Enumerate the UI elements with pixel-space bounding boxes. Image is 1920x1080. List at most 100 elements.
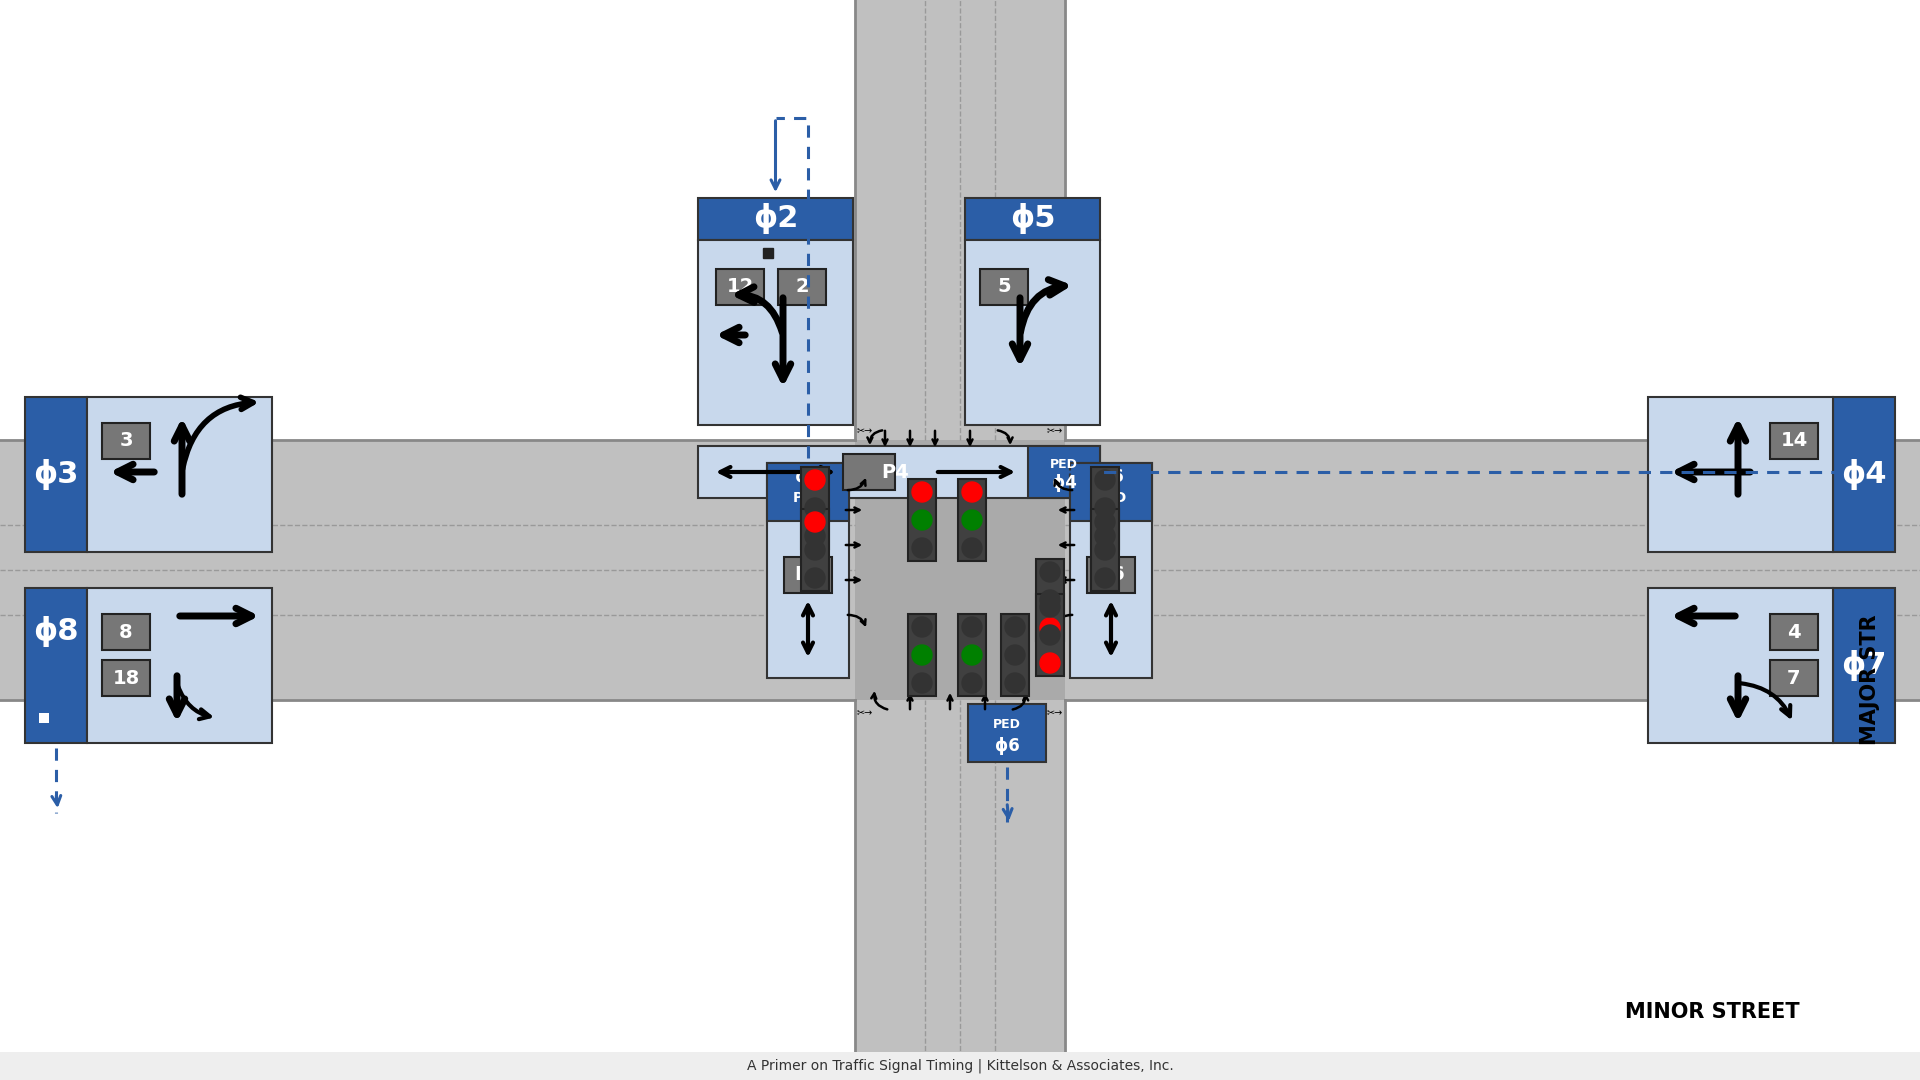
Text: ϕ2: ϕ2: [753, 203, 799, 234]
Circle shape: [804, 568, 826, 588]
Bar: [1647, 588, 1834, 743]
Bar: [86, 588, 273, 743]
Bar: [0, 0, 854, 440]
Circle shape: [962, 617, 981, 637]
Circle shape: [962, 645, 981, 665]
Text: 3: 3: [119, 432, 132, 450]
Bar: [86, 397, 273, 552]
Circle shape: [1041, 562, 1060, 582]
Circle shape: [804, 540, 826, 561]
Text: 7: 7: [1788, 669, 1801, 688]
Bar: [762, 248, 774, 258]
Text: ϕ3: ϕ3: [33, 459, 79, 490]
Circle shape: [1041, 597, 1060, 617]
Bar: [102, 660, 150, 696]
Text: 2: 2: [795, 278, 808, 297]
Bar: [766, 463, 849, 521]
Text: A Primer on Traffic Signal Timing | Kittelson & Associates, Inc.: A Primer on Traffic Signal Timing | Kitt…: [747, 1058, 1173, 1074]
Bar: [766, 463, 849, 678]
Bar: [25, 397, 86, 552]
Circle shape: [1094, 526, 1116, 546]
Text: PED: PED: [1050, 458, 1077, 471]
Text: ϕ6: ϕ6: [995, 737, 1020, 755]
Text: 8: 8: [119, 622, 132, 642]
Circle shape: [1094, 470, 1116, 490]
Bar: [801, 509, 829, 591]
Bar: [1087, 557, 1135, 593]
Text: ϕ7: ϕ7: [1841, 650, 1887, 681]
Text: 4: 4: [1788, 622, 1801, 642]
Bar: [0, 440, 1920, 700]
Circle shape: [804, 470, 826, 490]
Bar: [958, 480, 987, 561]
Text: ϕ4: ϕ4: [1841, 459, 1887, 490]
Text: ϕ2: ϕ2: [795, 468, 822, 486]
Circle shape: [1041, 590, 1060, 610]
Bar: [699, 240, 852, 426]
Bar: [1069, 463, 1152, 678]
Text: ϕ4: ϕ4: [1052, 474, 1077, 492]
Text: PED: PED: [1096, 491, 1127, 505]
Text: MINOR STREET: MINOR STREET: [1626, 1002, 1801, 1022]
Text: ✂→: ✂→: [1046, 707, 1064, 717]
Bar: [778, 269, 826, 305]
Bar: [1834, 588, 1895, 743]
Bar: [25, 588, 86, 743]
Circle shape: [912, 673, 931, 693]
Circle shape: [912, 510, 931, 530]
Circle shape: [1094, 540, 1116, 561]
Bar: [1091, 509, 1119, 591]
Text: ✂→: ✂→: [1046, 426, 1064, 435]
Bar: [843, 454, 895, 490]
Bar: [966, 198, 1100, 240]
Circle shape: [962, 482, 981, 502]
Text: ϕ6: ϕ6: [1098, 468, 1125, 486]
Circle shape: [962, 538, 981, 558]
Text: P2: P2: [795, 566, 822, 584]
Bar: [966, 240, 1100, 426]
Circle shape: [912, 617, 931, 637]
Text: ✂→: ✂→: [856, 426, 874, 435]
Bar: [854, 440, 1066, 700]
Circle shape: [1094, 568, 1116, 588]
Bar: [801, 467, 829, 549]
Circle shape: [1041, 653, 1060, 673]
Bar: [958, 615, 987, 696]
Bar: [1091, 467, 1119, 549]
Text: P6: P6: [1096, 566, 1125, 584]
Circle shape: [1041, 625, 1060, 645]
Text: 12: 12: [726, 278, 755, 297]
Circle shape: [962, 510, 981, 530]
Text: ✂→: ✂→: [856, 707, 874, 717]
Circle shape: [912, 645, 931, 665]
Text: MAJOR STR: MAJOR STR: [1860, 615, 1880, 745]
Text: PED: PED: [993, 718, 1021, 731]
Text: 14: 14: [1780, 432, 1807, 450]
Text: ϕ5: ϕ5: [1010, 203, 1056, 234]
Bar: [908, 480, 937, 561]
Circle shape: [1041, 618, 1060, 638]
Text: 5: 5: [996, 278, 1010, 297]
Bar: [979, 269, 1027, 305]
Circle shape: [804, 498, 826, 518]
Circle shape: [804, 526, 826, 546]
Bar: [699, 446, 1100, 498]
Bar: [854, 0, 1066, 1080]
Bar: [1770, 660, 1818, 696]
Bar: [1027, 446, 1100, 498]
Bar: [1037, 594, 1064, 676]
Circle shape: [1004, 645, 1025, 665]
Circle shape: [804, 512, 826, 532]
Bar: [38, 713, 50, 723]
Circle shape: [912, 482, 931, 502]
Bar: [1770, 615, 1818, 650]
Text: ϕ8: ϕ8: [33, 616, 79, 647]
Bar: [1000, 615, 1029, 696]
Bar: [908, 615, 937, 696]
Text: PED: PED: [793, 491, 824, 505]
Bar: [1037, 559, 1064, 642]
Bar: [1647, 397, 1834, 552]
Bar: [716, 269, 764, 305]
Bar: [699, 198, 852, 240]
Circle shape: [1094, 512, 1116, 532]
